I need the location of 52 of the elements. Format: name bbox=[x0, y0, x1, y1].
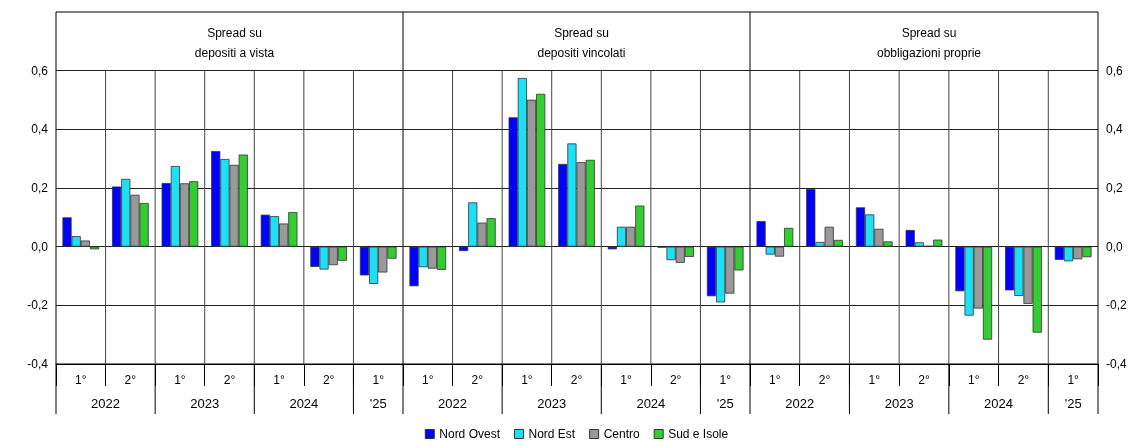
x-tick-label: 2° bbox=[918, 373, 930, 387]
text: '25 bbox=[1064, 395, 1082, 411]
x-tick-label: 1° bbox=[719, 373, 732, 387]
x-tick-label: 1° bbox=[422, 373, 434, 387]
y-tick-label: -0,4 bbox=[27, 357, 49, 371]
text: '25 bbox=[369, 395, 387, 411]
x-tick-label: 2° bbox=[1017, 373, 1030, 387]
legend-label: Sud e Isole bbox=[668, 427, 729, 441]
x-tick-label: 1° bbox=[273, 373, 285, 387]
x-tick-label: 2° bbox=[471, 373, 484, 387]
x-tick-label: 2° bbox=[223, 373, 236, 387]
x-tick-label: 2° bbox=[818, 373, 831, 387]
x-tick-label: 2° bbox=[669, 373, 682, 387]
text: 2023 bbox=[884, 395, 914, 411]
text: Spread su depositi a vista bbox=[194, 26, 275, 60]
text: 2023 bbox=[537, 395, 567, 411]
text: 2023 bbox=[190, 395, 220, 411]
x-tick-label: 1° bbox=[521, 373, 533, 387]
x-tick-label: 1° bbox=[372, 373, 385, 387]
x-tick-label: 2° bbox=[124, 373, 137, 387]
legend-label: Centro bbox=[603, 427, 640, 441]
x-tick-label: 1° bbox=[75, 373, 87, 387]
y2-tick-label: -0,4 bbox=[1106, 357, 1127, 371]
y-tick-label: 0,6 bbox=[31, 63, 49, 78]
text: '25 bbox=[716, 395, 734, 411]
y2-tick-label: 0,2 bbox=[1106, 181, 1124, 195]
x-tick-label: 1° bbox=[868, 373, 881, 387]
y2-tick-label: -0,2 bbox=[1106, 298, 1127, 313]
x-tick-label: 2° bbox=[570, 373, 583, 387]
x-tick-label: 1° bbox=[1067, 373, 1080, 387]
y-tick-label: 0,4 bbox=[31, 122, 49, 137]
x-tick-label: 1° bbox=[967, 373, 980, 387]
legend-label: Nord Est bbox=[528, 427, 576, 441]
y2-tick-label: 0,4 bbox=[1106, 122, 1124, 137]
legend-label: Nord Ovest bbox=[439, 427, 501, 441]
x-tick-label: 2° bbox=[322, 373, 335, 387]
text: 2022 bbox=[785, 395, 815, 411]
y-tick-label: 0,2 bbox=[31, 181, 49, 195]
text: 2022 bbox=[91, 395, 121, 411]
text: 2022 bbox=[438, 395, 468, 411]
text: Spread su depositi vincolati bbox=[537, 26, 626, 60]
text: Spread su obbligazioni proprie bbox=[876, 26, 982, 60]
x-tick-label: 1° bbox=[174, 373, 186, 387]
y-tick-label: 0,0 bbox=[31, 239, 49, 254]
text: 2024 bbox=[289, 395, 319, 411]
x-tick-label: 1° bbox=[769, 373, 781, 387]
text: 2024 bbox=[636, 395, 666, 411]
y-tick-label: -0,2 bbox=[27, 298, 49, 313]
text: 2024 bbox=[984, 395, 1014, 411]
y2-tick-label: 0,0 bbox=[1106, 239, 1124, 254]
y2-tick-label: 0,6 bbox=[1106, 63, 1124, 78]
x-tick-label: 1° bbox=[620, 373, 632, 387]
